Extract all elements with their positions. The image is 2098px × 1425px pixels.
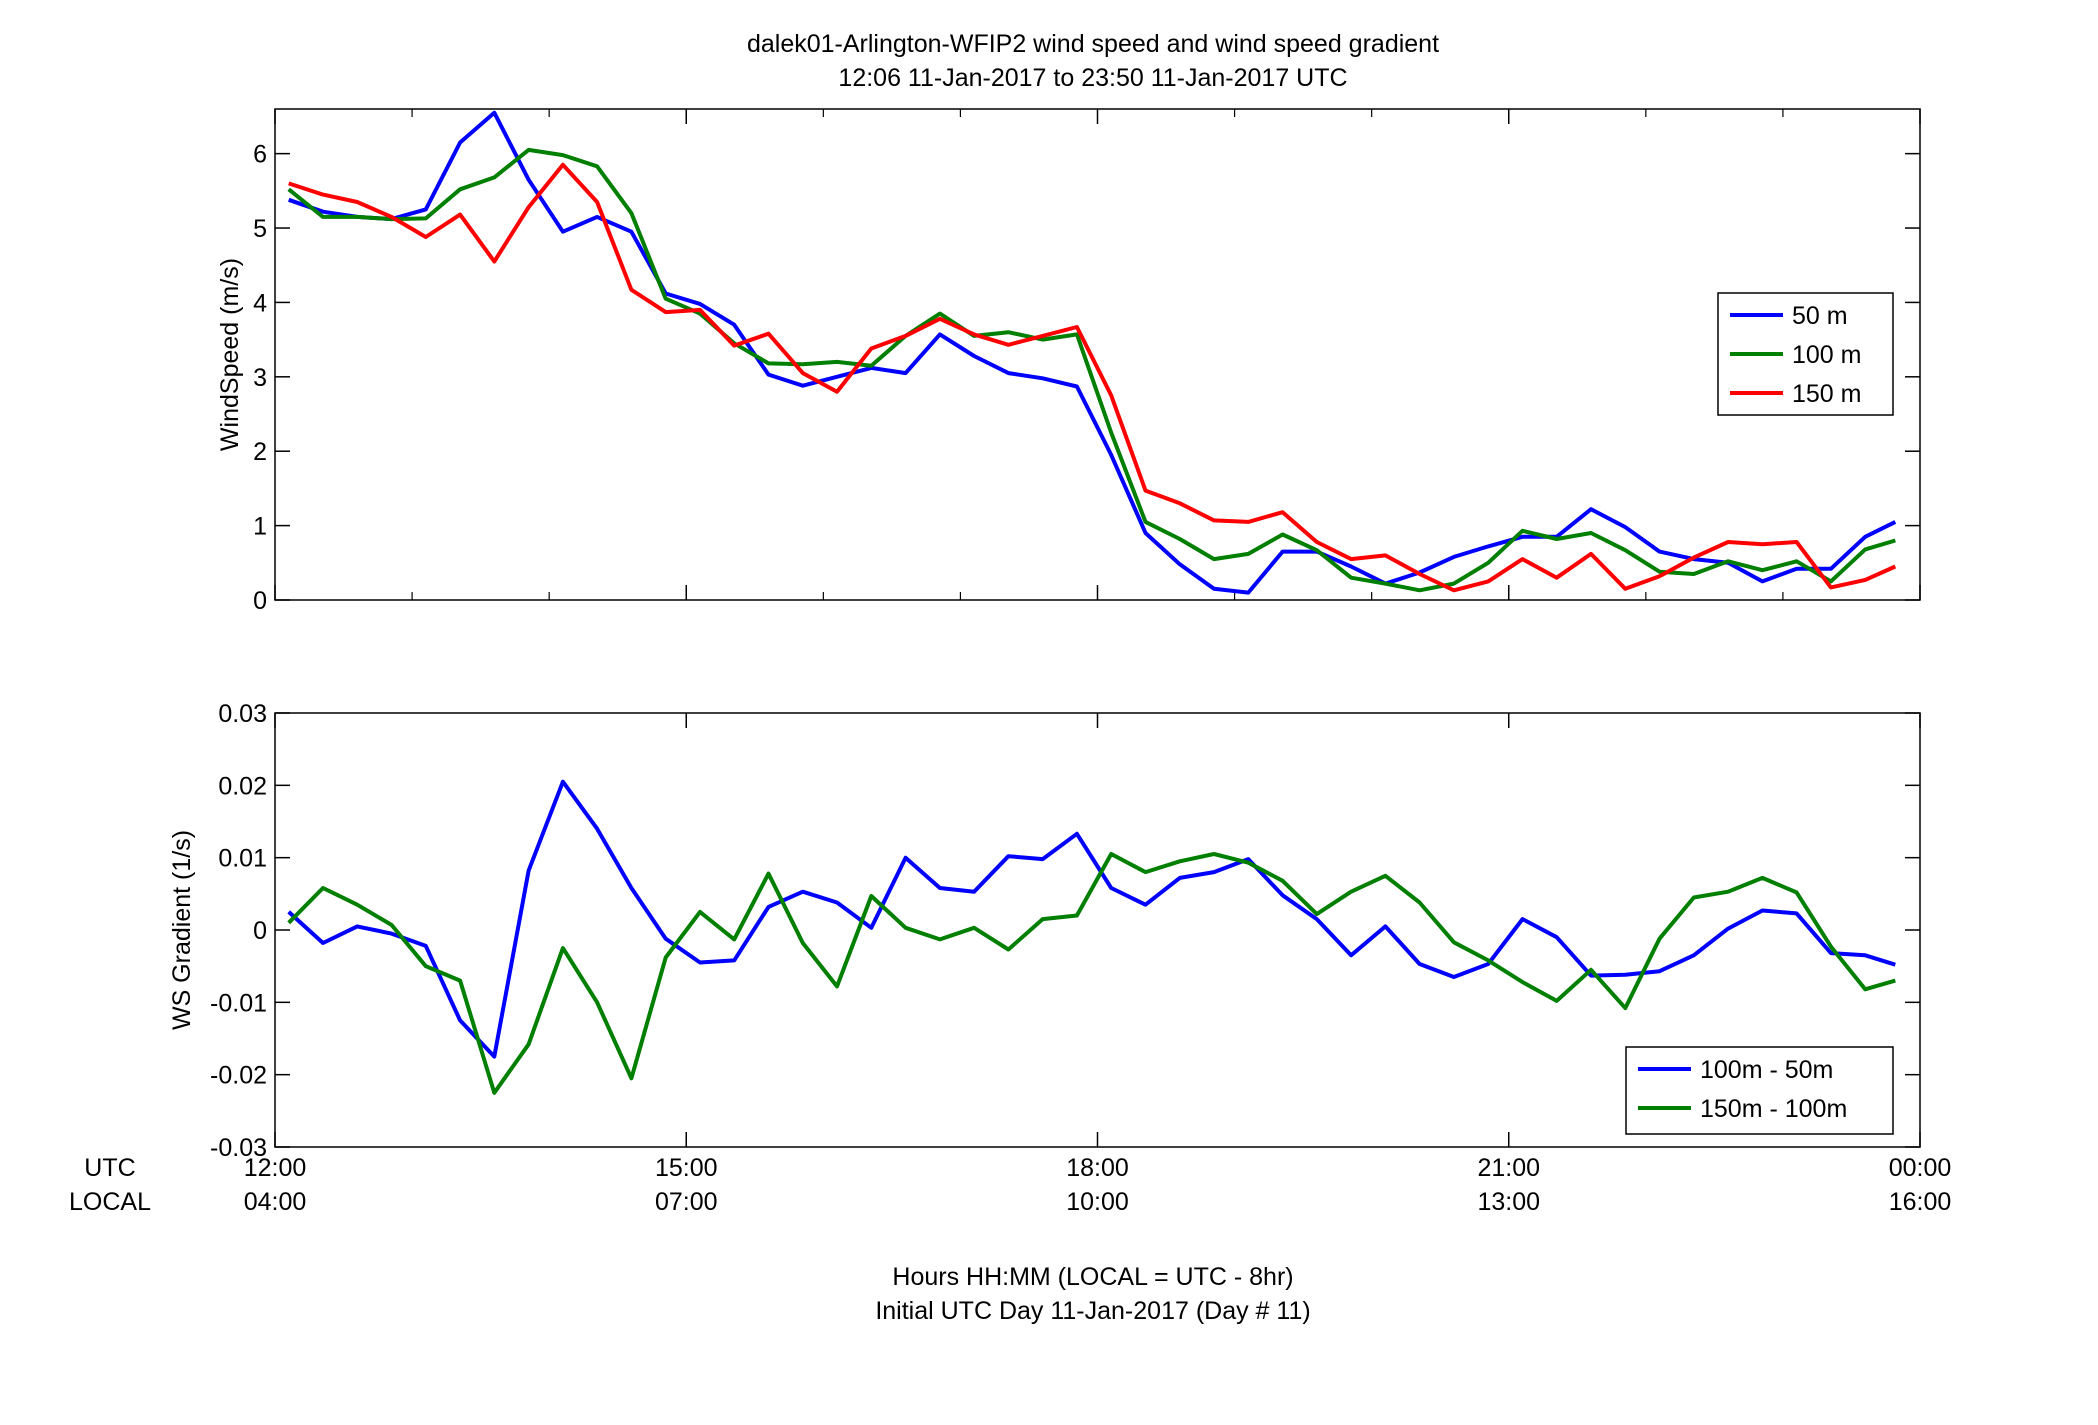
y-tick-label: 0.02 [218,772,267,800]
chart-title-line-2: 12:06 11-Jan-2017 to 23:50 11-Jan-2017 U… [838,64,1347,92]
x-axis-label-line-2: Initial UTC Day 11-Jan-2017 (Day # 11) [875,1297,1310,1325]
x-tick-label-utc: 00:00 [1889,1154,1952,1182]
series-line-100m-50m [287,779,1896,1059]
x-tick-label-local: 10:00 [1066,1188,1129,1216]
series-line-50m [288,110,1897,595]
x-tick-label-local: 16:00 [1889,1188,1952,1216]
y-tick-label: 3 [253,364,267,392]
y-tick-label: 6 [253,141,267,169]
x-tick-label-local: 07:00 [655,1188,718,1216]
chart-title-line-1: dalek01-Arlington-WFIP2 wind speed and w… [747,30,1439,58]
y-tick-label: -0.03 [210,1134,267,1162]
x-axis-label-line-1: Hours HH:MM (LOCAL = UTC - 8hr) [892,1263,1293,1291]
legend-entry: 100 m [1792,341,1861,369]
y-tick-label: 5 [253,215,267,243]
x-tick-label-utc: 12:00 [244,1154,307,1182]
legend-entry: 100m - 50m [1700,1056,1833,1084]
y-axis-label: WS Gradient (1/s) [168,830,196,1030]
y-tick-label: 4 [253,289,267,317]
series-line-150m [288,162,1897,593]
series-line-100m [287,147,1896,593]
y-tick-label: 2 [253,438,267,466]
x-tick-label-local: 04:00 [244,1188,307,1216]
y-tick-label: -0.02 [210,1062,267,1090]
x-axis-label: Hours HH:MM (LOCAL = UTC - 8hr) Initial … [875,1263,1310,1325]
y-tick-label: 0 [253,587,267,615]
legend-entry: 50 m [1792,302,1848,330]
legend-box [1625,1046,1894,1135]
plot-frame-0 [274,108,1921,601]
y-tick-label: 0.03 [218,700,267,728]
x-row-label-local: LOCAL [69,1188,151,1216]
series-line-150m-100m [287,852,1896,1095]
y-tick-label: -0.01 [210,989,267,1017]
windspeed-plot: 0 1 2 3 4 5 6 WindSpeed (m/s) 50 m 100 m 150 m [216,108,1921,615]
x-tick-label-utc: 18:00 [1066,1154,1129,1182]
y-axis-label: WindSpeed (m/s) [216,258,244,451]
legend-entry: 150 m [1792,380,1861,408]
y-tick-label: 0 [253,917,267,945]
time-axis: UTC LOCAL 12:00 04:00 15:00 07:00 18:00 10:00… [69,1154,1951,1216]
y-tick-label: 1 [253,513,267,541]
x-tick-label-local: 13:00 [1477,1188,1540,1216]
chart-title: dalek01-Arlington-WFIP2 wind speed and w… [747,30,1439,92]
legend: 100m - 50m 150m - 100m [1625,1046,1894,1135]
gradient-plot: -0.03 -0.02 -0.01 0 0.01 0.02 0.03 WS Gradient … [168,700,1921,1162]
y-tick-label: 0.01 [218,845,267,873]
x-tick-label-utc: 15:00 [655,1154,718,1182]
x-row-label-utc: UTC [84,1154,135,1182]
legend-entry: 150m - 100m [1700,1095,1847,1123]
x-tick-label-utc: 21:00 [1477,1154,1540,1182]
legend: 50 m 100 m 150 m [1717,292,1894,416]
